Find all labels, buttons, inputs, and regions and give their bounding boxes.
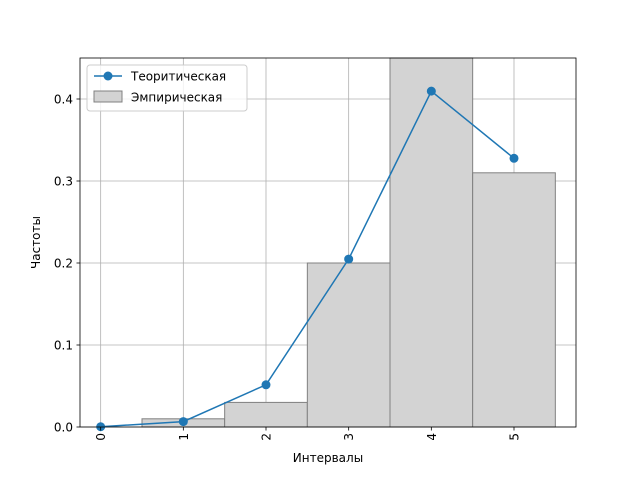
x-tick-label: 0: [94, 433, 108, 441]
theoretical-point: [509, 153, 519, 163]
legend-box: [86, 64, 248, 112]
y-tick-label: 0.0: [54, 421, 73, 435]
legend: Теоритическая Эмпирическая: [86, 64, 248, 112]
histogram-bar: [472, 172, 556, 428]
y-axis-label: Частоты: [29, 216, 43, 269]
theoretical-point: [178, 417, 188, 427]
x-tick-label: 1: [177, 433, 191, 441]
theoretical-point: [261, 380, 271, 390]
x-tick-label: 3: [342, 433, 356, 441]
theoretical-point: [344, 254, 354, 264]
y-tick-label: 0.3: [54, 175, 73, 189]
x-axis-label: Интервалы: [293, 451, 363, 465]
legend-label-empirical: Эмпирическая: [131, 91, 222, 105]
x-tick-label: 5: [508, 433, 522, 441]
plot-frame: [79, 57, 577, 428]
y-tick-label: 0.4: [54, 93, 73, 107]
legend-bar-swatch: [93, 90, 123, 103]
theoretical-line-path: [100, 89, 515, 428]
x-tick-label: 4: [425, 433, 439, 441]
y-tick-label: 0.1: [54, 339, 73, 353]
x-axis: 0 1 2 3 4 5: [94, 427, 522, 441]
y-tick-label: 0.2: [54, 257, 73, 271]
axes-frame: [79, 57, 577, 428]
histogram-bar: [224, 401, 308, 428]
histogram-bar: [306, 262, 391, 428]
theoretical-line: [96, 86, 519, 432]
theoretical-point: [426, 86, 436, 96]
histogram-bar: [389, 57, 474, 428]
legend-label-theoretical: Теоритическая: [130, 70, 226, 84]
x-tick-label: 2: [260, 433, 274, 441]
legend-marker-swatch: [103, 71, 113, 81]
y-axis: 0.0 0.1 0.2 0.3 0.4: [54, 93, 80, 435]
